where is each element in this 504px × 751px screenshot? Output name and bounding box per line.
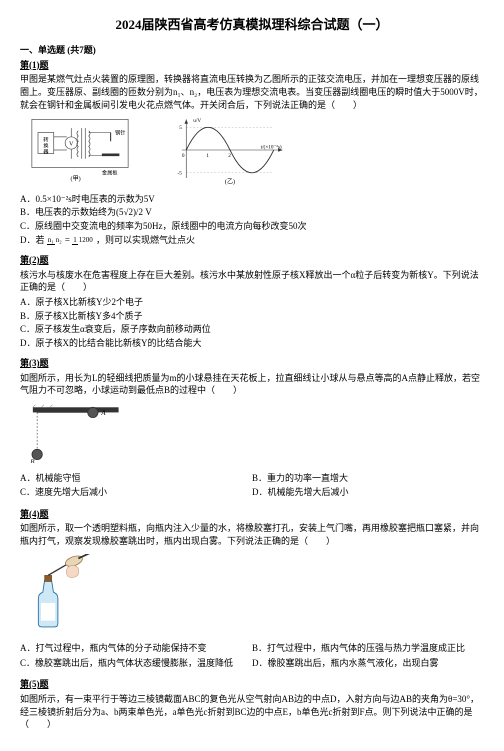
svg-text:A: A xyxy=(100,410,106,417)
q3-optC: C．速度先增大后减小 xyxy=(20,486,252,499)
q1-wave-figure: u/V t/(×10⁻²s) 5 -5 0 1 2 (乙) xyxy=(160,115,300,189)
q5-text: 如图所示，有一束平行于等边三棱镜截面ABC的复色光从空气射向AB边的中点D，入射… xyxy=(20,693,484,731)
svg-text:u/V: u/V xyxy=(193,118,201,124)
question-4: 第(4)题 如图所示，取一个透明塑料瓶，向瓶内注入少量的水，将橡胶塞打孔，安装上… xyxy=(20,508,484,671)
q2-optC: C．原子核发生α衰变后，原子序数向前移动两位 xyxy=(20,323,484,336)
q4-label: 第(4)题 xyxy=(20,509,49,519)
q4-bottle-figure xyxy=(20,550,484,642)
svg-text:换: 换 xyxy=(43,142,49,150)
q2-optD: D．原子核X的比结合能比新核Y的比结合能大 xyxy=(20,337,484,350)
question-3: 第(3)题 如图所示，用长为L的轻细线把质量为m的小球悬挂在天花板上，拉直细线让… xyxy=(20,357,484,500)
svg-text:1: 1 xyxy=(206,153,209,159)
q2-optB: B．原子核X比新核Y多4个质子 xyxy=(20,310,484,323)
q4-optA: A．打气过程中，瓶内气体的分子动能保持不变 xyxy=(20,642,252,655)
q3-optB: B．重力的功率一直增大 xyxy=(252,472,484,485)
q1-circuit-figure: 转 换 器 V 钢针 金属板 (甲) xyxy=(20,115,140,189)
svg-text:(甲): (甲) xyxy=(71,176,81,183)
q2-label: 第(2)题 xyxy=(20,255,49,265)
q4-text: 如图所示，取一个透明塑料瓶，向瓶内注入少量的水，将橡胶塞打孔，安装上气门嘴，再用… xyxy=(20,522,484,547)
q2-options: A．原子核X比新核Y少2个电子 B．原子核X比新核Y多4个质子 C．原子核发生α… xyxy=(20,296,484,349)
svg-text:0: 0 xyxy=(182,153,185,159)
question-5: 第(5)题 如图所示，有一束平行于等边三棱镜截面ABC的复色光从空气射向AB边的… xyxy=(20,678,484,730)
q1-options: A．0.5×10⁻²s时电压表的示数为5V B．电压表的示数始终为(5√2)/2… xyxy=(20,193,484,246)
svg-text:金属板: 金属板 xyxy=(102,169,118,177)
section-header: 一、单选题 (共7题) xyxy=(20,44,484,57)
q3-pendulum-figure: A B xyxy=(20,399,484,471)
q3-text: 如图所示，用长为L的轻细线把质量为m的小球悬挂在天花板上，拉直细线让小球从与悬点… xyxy=(20,372,484,397)
svg-text:2: 2 xyxy=(228,153,231,159)
q1-optA: A．0.5×10⁻²s时电压表的示数为5V xyxy=(20,193,484,206)
q3-options: A．机械能守恒 B．重力的功率一直增大 C．速度先增大后减小 D．机械能先增大后… xyxy=(20,471,484,500)
q1-label: 第(1)题 xyxy=(20,60,49,70)
q3-optA: A．机械能守恒 xyxy=(20,472,252,485)
page-title: 2024届陕西省高考仿真模拟理科综合试题（一） xyxy=(20,16,484,34)
svg-text:钢针: 钢针 xyxy=(115,128,126,136)
svg-text:5: 5 xyxy=(179,125,182,131)
q4-optB: B．打气过程中，瓶内气体的压强与热力学温度成正比 xyxy=(252,642,484,655)
svg-text:t/(×10⁻²s): t/(×10⁻²s) xyxy=(261,143,282,150)
svg-text:B: B xyxy=(30,460,35,463)
svg-text:器: 器 xyxy=(43,149,49,156)
q1-optD: D．若 n₁n₂ = 11200 ，则可以实现燃气灶点火 xyxy=(20,234,484,247)
q1-text: 甲图是某燃气灶点火装置的原理图，转换器将直流电压转换为乙图所示的正弦交流电压，并… xyxy=(20,73,484,111)
q2-text: 核污水与核废水在危害程度上存在巨大差别。核污水中某放射性原子核X释放出一个α粒子… xyxy=(20,269,484,294)
q3-label: 第(3)题 xyxy=(20,358,49,368)
svg-text:V: V xyxy=(69,142,74,148)
q4-optC: C．橡胶塞跳出后，瓶内气体状态缓慢膨胀，温度降低 xyxy=(20,657,252,670)
question-1: 第(1)题 甲图是某燃气灶点火装置的原理图，转换器将直流电压转换为乙图所示的正弦… xyxy=(20,59,484,246)
q1-optB: B．电压表的示数始终为(5√2)/2 V xyxy=(20,206,484,219)
question-2: 第(2)题 核污水与核废水在危害程度上存在巨大差别。核污水中某放射性原子核X释放… xyxy=(20,254,484,349)
q3-optD: D．机械能先增大后减小 xyxy=(252,486,484,499)
svg-text:-5: -5 xyxy=(178,171,183,177)
svg-text:(乙): (乙) xyxy=(225,178,235,185)
q1-optC: C．原线圈中交变流电的频率为50Hz，原线圈中的电流方向每秒改变50次 xyxy=(20,220,484,233)
q4-optD: D．橡胶塞跳出后，瓶内水蒸气液化，出现白雾 xyxy=(252,657,484,670)
q2-optA: A．原子核X比新核Y少2个电子 xyxy=(20,296,484,309)
q5-label: 第(5)题 xyxy=(20,679,49,689)
svg-text:转: 转 xyxy=(43,135,49,143)
q4-options: A．打气过程中，瓶内气体的分子动能保持不变 B．打气过程中，瓶内气体的压强与热力… xyxy=(20,641,484,670)
